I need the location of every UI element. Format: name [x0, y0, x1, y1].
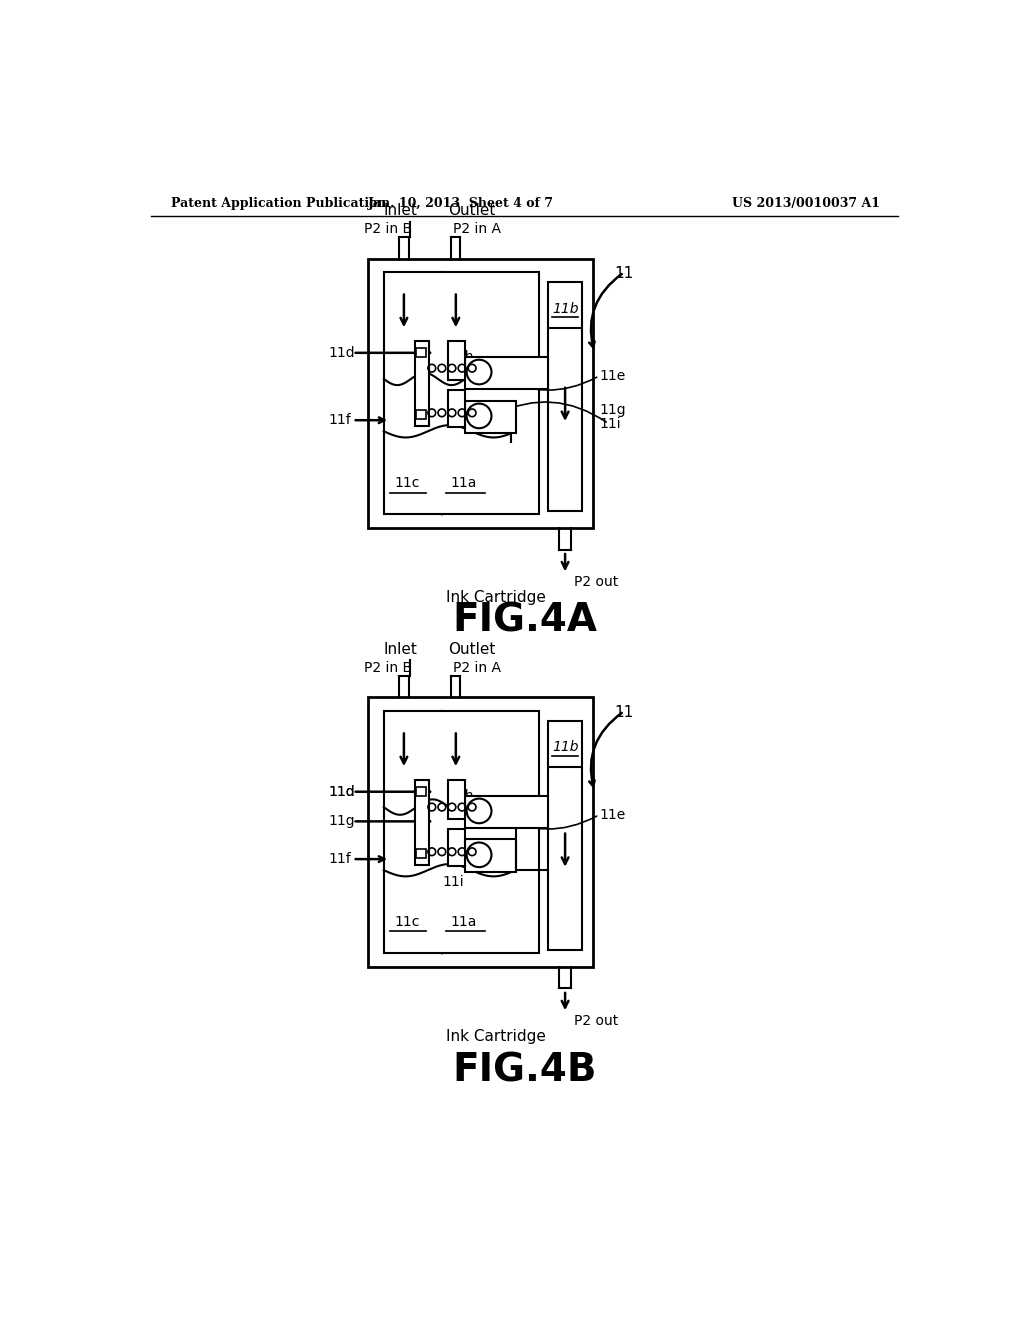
Bar — [417, 409, 426, 418]
Text: FIG.4A: FIG.4A — [453, 602, 597, 639]
Text: P2 out: P2 out — [574, 576, 618, 589]
Bar — [465, 796, 548, 828]
Text: P2 in A: P2 in A — [453, 222, 501, 236]
Text: 11a: 11a — [451, 915, 477, 929]
Text: P2 in B: P2 in B — [365, 222, 413, 236]
Bar — [417, 348, 426, 358]
Text: P2 in B: P2 in B — [365, 661, 413, 675]
Bar — [415, 780, 429, 865]
Text: 11b: 11b — [552, 301, 579, 315]
Bar — [548, 721, 583, 950]
Text: Outlet: Outlet — [447, 642, 495, 657]
Text: 11a: 11a — [451, 477, 477, 490]
Text: 11i: 11i — [442, 875, 464, 888]
Bar — [465, 840, 515, 871]
Text: P2 in A: P2 in A — [453, 661, 501, 675]
Bar — [415, 342, 429, 426]
Text: 11f: 11f — [328, 853, 350, 866]
Bar — [465, 400, 515, 433]
Text: Ink Cartridge: Ink Cartridge — [446, 590, 546, 605]
Text: 11d: 11d — [328, 346, 354, 360]
Text: 11: 11 — [614, 267, 634, 281]
Text: 11d: 11d — [328, 784, 354, 799]
Bar — [369, 697, 593, 966]
Bar — [384, 272, 539, 515]
Text: 11g: 11g — [599, 403, 626, 417]
Bar — [417, 849, 426, 858]
Bar — [548, 281, 583, 511]
Text: 11: 11 — [614, 705, 634, 721]
Text: 11h: 11h — [447, 789, 474, 803]
Text: 11e: 11e — [599, 808, 626, 822]
Text: P2 out: P2 out — [574, 1014, 618, 1028]
Bar — [417, 787, 426, 796]
Text: Ink Cartridge: Ink Cartridge — [446, 1028, 546, 1044]
Text: 11f: 11f — [328, 413, 350, 428]
Text: 11c: 11c — [394, 915, 420, 929]
Text: Patent Application Publication: Patent Application Publication — [171, 197, 386, 210]
Bar — [369, 259, 593, 528]
Bar — [449, 389, 465, 426]
Text: 11d: 11d — [328, 784, 354, 799]
Text: FIG.4B: FIG.4B — [453, 1052, 597, 1090]
Bar — [449, 829, 465, 866]
Text: 11h: 11h — [447, 350, 474, 364]
Text: Inlet: Inlet — [383, 203, 417, 218]
Bar — [449, 780, 465, 818]
Text: 11b: 11b — [552, 741, 579, 755]
Text: Jan. 10, 2013  Sheet 4 of 7: Jan. 10, 2013 Sheet 4 of 7 — [369, 197, 554, 210]
Text: Inlet: Inlet — [383, 642, 417, 657]
Bar — [384, 711, 539, 953]
Text: US 2013/0010037 A1: US 2013/0010037 A1 — [732, 197, 880, 210]
Text: 11c: 11c — [394, 477, 420, 490]
Bar — [465, 356, 548, 389]
Text: Outlet: Outlet — [447, 203, 495, 218]
Text: 11i: 11i — [599, 417, 621, 430]
Bar — [449, 342, 465, 380]
Text: 11e: 11e — [599, 368, 626, 383]
Text: 11g: 11g — [328, 814, 354, 829]
